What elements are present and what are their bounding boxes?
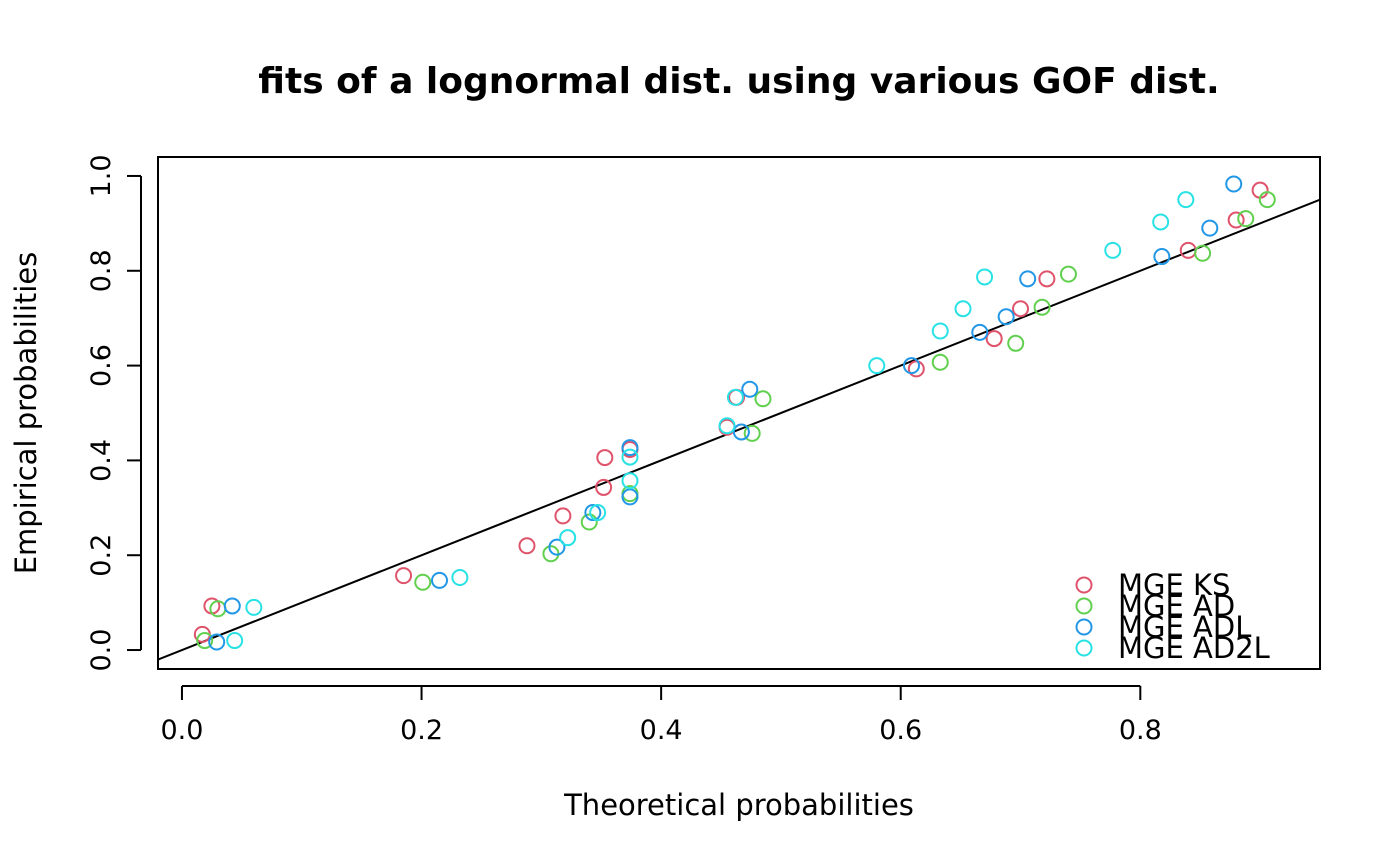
- legend-label: MGE AD2L: [1118, 631, 1270, 665]
- series-mge-adl: [208, 175, 1243, 651]
- data-point: [732, 423, 750, 441]
- legend-label: MGE ADL: [1118, 610, 1251, 644]
- data-point: [1227, 211, 1245, 229]
- data-point: [931, 353, 949, 371]
- data-point: [976, 268, 994, 286]
- data-point: [596, 449, 614, 467]
- data-point: [985, 330, 1003, 348]
- data-point: [584, 504, 602, 522]
- data-point: [1225, 175, 1243, 193]
- y-axis-label: Empirical probabilities: [9, 252, 43, 575]
- data-point: [1237, 210, 1255, 228]
- data-point: [1177, 191, 1195, 209]
- data-point: [451, 569, 469, 587]
- legend-marker: [1075, 576, 1093, 594]
- y-tick-label: 1.0: [86, 154, 117, 197]
- legend-label: MGE AD: [1118, 589, 1235, 623]
- data-point: [741, 380, 759, 398]
- plot-frame: [157, 156, 1321, 670]
- y-tick-label: 0.4: [86, 439, 117, 482]
- data-point: [1019, 270, 1037, 288]
- x-tick-label: 0.6: [879, 715, 922, 746]
- data-point: [580, 513, 598, 531]
- x-tick-label: 0.4: [640, 715, 683, 746]
- data-point: [518, 537, 536, 555]
- legend-marker: [1075, 597, 1093, 615]
- data-point: [431, 571, 449, 589]
- data-point: [907, 360, 925, 378]
- data-point: [554, 507, 572, 525]
- x-axis-label: Theoretical probabilities: [563, 788, 914, 822]
- series-mge-ad2l: [226, 191, 1195, 650]
- data-point: [1007, 334, 1025, 352]
- reference-line: [158, 198, 1320, 661]
- y-tick-label: 0.2: [86, 534, 117, 577]
- x-tick-label: 0.2: [400, 715, 443, 746]
- y-axis: 0.0 0.2 0.4 0.6 0.8 1.0: [86, 154, 142, 672]
- data-point: [1012, 300, 1030, 318]
- data-point: [245, 598, 263, 616]
- x-tick-label: 0.0: [160, 715, 203, 746]
- chart-title: fits of a lognormal dist. using various …: [258, 61, 1219, 102]
- data-point: [1038, 270, 1056, 288]
- x-axis: 0.0 0.2 0.4 0.6 0.8: [160, 685, 1162, 746]
- legend-marker: [1075, 639, 1093, 657]
- data-point: [223, 597, 241, 615]
- data-point: [559, 529, 577, 547]
- data-point: [971, 323, 989, 341]
- data-point: [1104, 241, 1122, 259]
- data-point: [1201, 219, 1219, 237]
- data-point: [226, 632, 244, 650]
- y-tick-label: 0.6: [86, 344, 117, 387]
- data-point: [1258, 191, 1276, 209]
- data-point: [754, 390, 772, 408]
- data-point: [589, 504, 607, 522]
- data-point: [621, 472, 639, 490]
- data-point: [1033, 298, 1051, 316]
- data-point: [196, 632, 214, 650]
- plot-area: [158, 175, 1320, 661]
- data-point: [1152, 213, 1170, 231]
- data-point: [1153, 248, 1171, 266]
- x-tick-label: 0.8: [1119, 715, 1162, 746]
- data-point: [718, 417, 736, 435]
- data-point: [595, 478, 613, 496]
- data-point: [726, 388, 744, 406]
- data-point: [954, 300, 972, 318]
- data-point: [743, 424, 761, 442]
- data-point: [621, 488, 639, 506]
- data-point: [903, 357, 921, 375]
- data-point: [621, 439, 639, 457]
- data-point: [931, 322, 949, 340]
- y-tick-label: 0.0: [86, 629, 117, 672]
- data-point: [414, 573, 432, 591]
- legend-label: MGE KS: [1118, 568, 1230, 602]
- data-point: [621, 448, 639, 466]
- data-point: [997, 308, 1015, 326]
- data-point: [395, 567, 413, 585]
- data-point: [1194, 244, 1212, 262]
- data-point: [548, 538, 566, 556]
- y-tick-label: 0.8: [86, 249, 117, 292]
- data-point: [868, 357, 886, 375]
- legend-marker: [1075, 618, 1093, 636]
- data-point: [1059, 265, 1077, 283]
- data-point: [208, 633, 226, 651]
- series-mge-ks: [193, 181, 1269, 643]
